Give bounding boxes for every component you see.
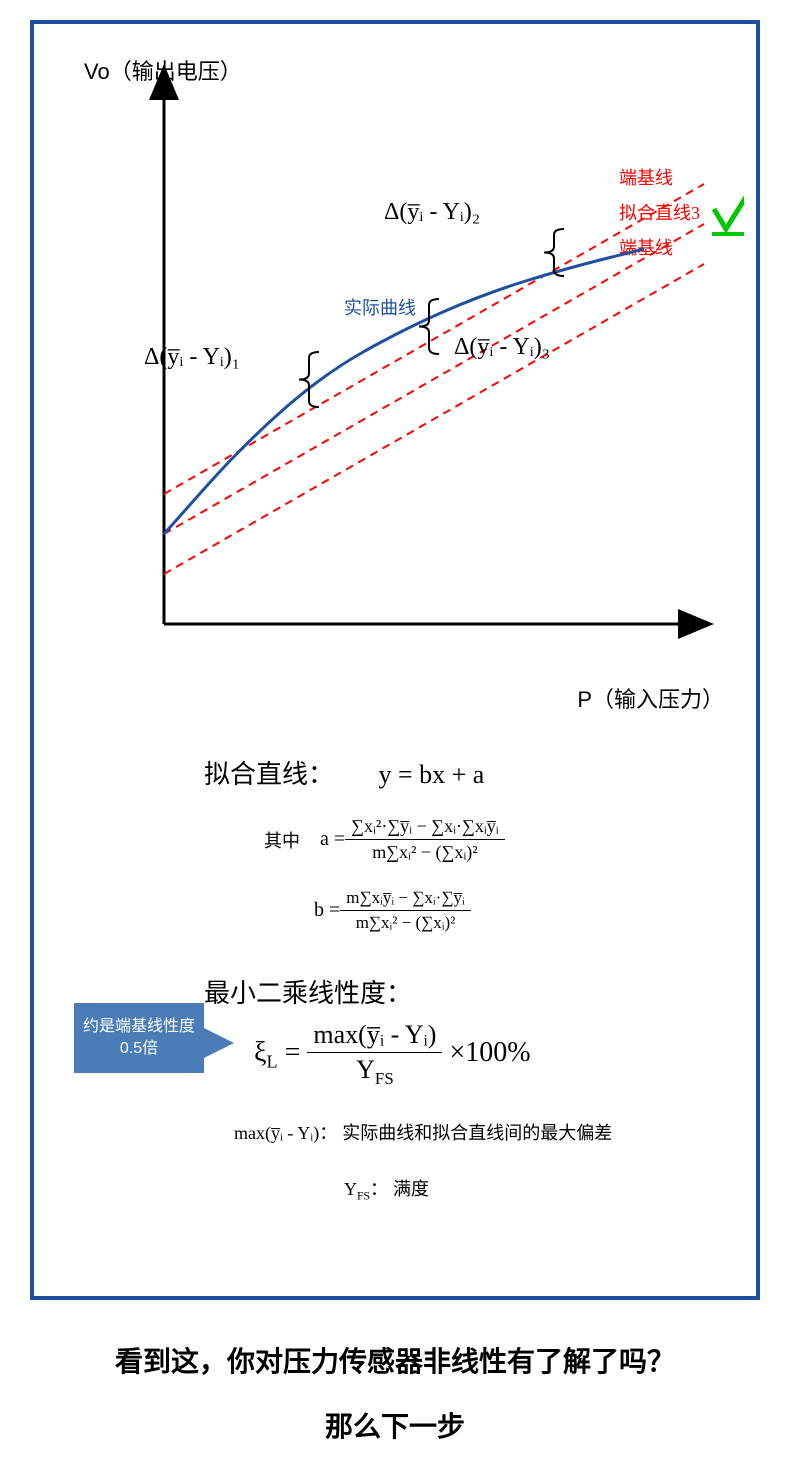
formula-a-row: 其中 a = ∑xᵢ²·∑y̅ᵢ − ∑xᵢ·∑xᵢy̅ᵢ m∑xᵢ² − (∑… — [204, 816, 736, 863]
eq-equals: = — [285, 1037, 308, 1068]
a-numerator: ∑xᵢ²·∑y̅ᵢ − ∑xᵢ·∑xᵢy̅ᵢ — [345, 816, 505, 840]
chart-area: Vo（输出电压） 端基线拟合直线3端基线实际曲线Δ(y̅ᵢ - Yᵢ)₁Δ(y̅… — [64, 54, 744, 674]
b-prefix: b = — [314, 899, 340, 922]
callout-arrow — [204, 1028, 234, 1058]
svg-text:端基线: 端基线 — [619, 238, 673, 258]
svg-text:实际曲线: 实际曲线 — [344, 298, 416, 318]
fit-line-equation: y = bx + a — [378, 760, 484, 790]
chart-svg: 端基线拟合直线3端基线实际曲线Δ(y̅ᵢ - Yᵢ)₁Δ(y̅ᵢ - Yᵢ)₂Δ… — [64, 54, 744, 674]
b-fraction: m∑xᵢy̅ᵢ − ∑xᵢ·∑y̅ᵢ m∑xᵢ² − (∑xᵢ)² — [340, 888, 470, 933]
main-frame: Vo（输出电压） 端基线拟合直线3端基线实际曲线Δ(y̅ᵢ - Yᵢ)₁Δ(y̅… — [30, 20, 760, 1300]
xi-symbol: ξ — [254, 1037, 266, 1068]
svg-text:端基线: 端基线 — [619, 168, 673, 188]
fit-line-section: 拟合直线： y = bx + a 其中 a = ∑xᵢ²·∑y̅ᵢ − ∑xᵢ·… — [54, 754, 736, 933]
a-fraction: ∑xᵢ²·∑y̅ᵢ − ∑xᵢ·∑xᵢy̅ᵢ m∑xᵢ² − (∑xᵢ)² — [345, 816, 505, 863]
linearity-fraction: max(y̅ᵢ - Yᵢ) YFS — [307, 1020, 442, 1089]
b-numerator: m∑xᵢy̅ᵢ − ∑xᵢ·∑y̅ᵢ — [340, 888, 470, 911]
formula-b-row: b = m∑xᵢy̅ᵢ − ∑xᵢ·∑y̅ᵢ m∑xᵢ² − (∑xᵢ)² — [204, 888, 736, 933]
explain1-right: 实际曲线和拟合直线间的最大偏差 — [342, 1123, 612, 1143]
eq-right: ×100% — [449, 1037, 530, 1068]
a-prefix: a = — [320, 828, 345, 851]
svg-text:拟合直线3: 拟合直线3 — [619, 203, 700, 223]
svg-text:Δ(y̅ᵢ - Yᵢ)₃: Δ(y̅ᵢ - Yᵢ)₃ — [454, 334, 550, 360]
bottom-line2: 那么下一步 — [0, 1405, 790, 1445]
bottom-text: 看到这，你对压力传感器非线性有了解了吗？ 那么下一步 — [0, 1340, 790, 1445]
callout-note: 约是端基线性度0.5倍 — [74, 1003, 204, 1073]
explain-max: max(y̅ᵢ - Yᵢ)： 实际曲线和拟合直线间的最大偏差 — [234, 1119, 736, 1145]
linearity-title: 最小二乘线性度： — [204, 973, 736, 1010]
svg-text:Δ(y̅ᵢ - Yᵢ)₂: Δ(y̅ᵢ - Yᵢ)₂ — [384, 199, 480, 225]
fit-line-label: 拟合直线： — [204, 754, 334, 791]
b-denominator: m∑xᵢ² − (∑xᵢ)² — [340, 911, 470, 933]
xi-sub: L — [266, 1052, 277, 1072]
linearity-num: max(y̅ᵢ - Yᵢ) — [307, 1020, 442, 1053]
explain1-left: max(y̅ᵢ - Yᵢ)： — [234, 1123, 337, 1143]
linearity-section: 最小二乘线性度： 约是端基线性度0.5倍 ξL = max(y̅ᵢ - Yᵢ) … — [54, 973, 736, 1203]
linearity-den: YFS — [307, 1053, 442, 1089]
x-axis-label: P（输入压力） — [577, 682, 724, 714]
linearity-equation: ξL = max(y̅ᵢ - Yᵢ) YFS ×100% — [254, 1020, 736, 1089]
y-axis-label: Vo（输出电压） — [84, 54, 242, 86]
explain2-right: 满度 — [393, 1179, 429, 1199]
explain-yfs: YFS： 满度 — [344, 1175, 736, 1203]
where-label: 其中 — [264, 827, 300, 853]
a-denominator: m∑xᵢ² − (∑xᵢ)² — [345, 840, 505, 863]
explain2-left: YFS — [344, 1179, 370, 1199]
svg-text:Δ(y̅ᵢ - Yᵢ)₁: Δ(y̅ᵢ - Yᵢ)₁ — [144, 344, 240, 370]
bottom-line1: 看到这，你对压力传感器非线性有了解了吗？ — [0, 1340, 790, 1380]
